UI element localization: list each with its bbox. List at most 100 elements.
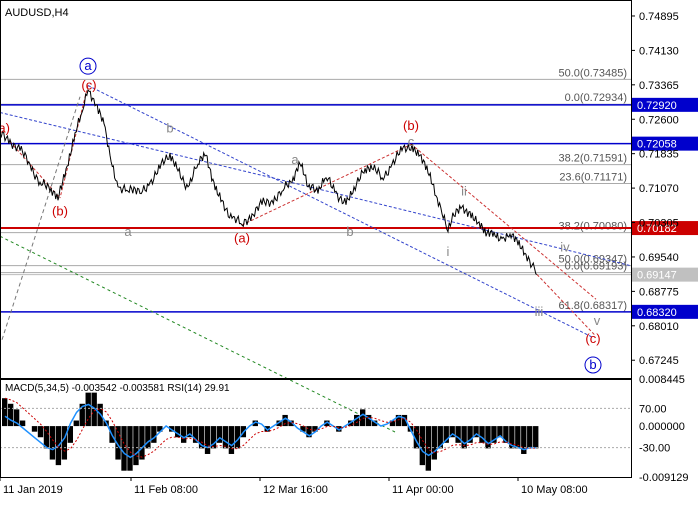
trend-blue-channel-upper [0,112,631,266]
y-tick-label: 0.69540 [639,252,679,264]
macd-bar [491,426,497,443]
macd-bar [192,426,199,443]
trend-green-trend [0,235,396,433]
macd-bar [455,426,461,443]
macd-bar [133,426,139,466]
price-tag-bg [632,267,698,282]
macd-bar [37,426,44,438]
wave-label: iii [535,304,544,319]
y-tick-label: 0.73365 [639,80,679,92]
wave-label: b [346,224,353,239]
rsi-tick-label: 70.00 [639,403,667,415]
macd-bar [288,420,294,427]
price-tag-text: 0.69147 [637,270,677,282]
y-tick-label: 0.68775 [639,286,679,298]
macd-bar [348,420,354,427]
x-tick-label: 12 Mar 16:00 [263,484,328,496]
macd-bar [425,426,432,471]
macd-bar [175,426,181,438]
macd-tick-label: -0.009129 [639,472,689,484]
price-tag-red-70182: 0.70182 [632,221,698,236]
y-tick-label: 0.74895 [639,11,679,23]
indicator-frame [0,379,632,478]
main-plot-frame [0,0,632,379]
macd-bar [360,409,366,427]
rsi-tick-label: -30.00 [639,443,670,455]
trend-blue-channel-lower [87,85,594,338]
price-tag-price-69147: 0.69147 [632,267,698,282]
y-tick-label: 0.70305 [639,218,679,230]
macd-bar [186,426,193,438]
macd-bar [169,426,175,432]
macd-bar [324,420,330,427]
macd-bar [2,398,8,427]
macd-bar [157,426,163,432]
macd-bar [216,426,223,443]
macd-bar [401,414,408,427]
macd-bar [79,403,85,427]
y-tick-label: 0.74130 [639,45,679,57]
macd-bar [413,426,420,449]
macd-bar [222,426,229,449]
wave-label: (c) [585,331,600,346]
wave-circle [79,57,97,75]
macd-bar [7,403,14,427]
wave-label: a [84,58,92,73]
price-tag-text: 0.68320 [637,307,677,319]
wave-label: (a) [234,231,250,246]
macd-bar [145,426,151,449]
price-tag-text: 0.70182 [637,223,677,235]
macd-bar [85,392,91,427]
macd-bar [67,426,74,443]
macd-bar [300,426,306,432]
price-tag-text: 0.72058 [637,139,677,151]
macd-tick-label: 0.008445 [639,374,685,386]
macd-bar [515,426,521,449]
price-tag-text: 0.72920 [637,100,677,112]
level-label-fib-61: 61.8(0.68317) [559,300,628,312]
macd-bar [13,409,20,427]
macd-bar [449,426,455,438]
macd-bar [312,426,318,432]
price-line [0,88,538,275]
trend-red-wave-a-b [241,143,413,226]
macd-bar [354,414,360,427]
macd-bar [521,426,527,454]
y-tick-label: 0.68010 [639,321,679,333]
wave-label: (b) [403,118,419,133]
macd-bar [91,392,97,427]
trend-red-projection-lower [536,274,596,336]
macd-bar [234,426,241,449]
price-tag-blue-68320: 0.68320 [632,304,698,319]
wave-label: i [447,244,450,259]
macd-bar [371,420,378,427]
price-tag-bg [632,97,698,112]
wave-label: b [589,357,596,372]
level-label-fib-38-upper: 38.2(0.71591) [559,153,628,165]
macd-bar [121,426,127,471]
macd-bar [365,414,372,427]
macd-bar [509,426,515,449]
price-tag-blue-72058: 0.72058 [632,136,698,151]
macd-bar [503,426,509,443]
y-tick-label: 0.67245 [639,355,679,367]
wave-label: v [594,313,601,328]
macd-bar [497,426,503,438]
macd-bar [198,426,205,449]
macd-bar [533,426,539,449]
x-tick-label: 11 Feb 08:00 [134,484,198,496]
macd-bar [461,426,467,449]
macd-bar [31,426,38,432]
y-tick-label: 0.72600 [639,114,679,126]
macd-bar [336,426,342,432]
level-label-fib-50: 50.0(0.73485) [559,67,628,79]
y-tick-label: 0.71070 [639,183,679,195]
macd-bar [467,426,473,443]
macd-bar [210,426,217,449]
level-label-fib-50-lower: 50.0(0.69347) [559,254,628,266]
wave-label: b [166,120,173,135]
indicator-title: MACD(5,34,5) -0.003542 -0.003581 RSI(14)… [5,383,230,394]
macd-bar [73,420,79,427]
wave-label: (c) [81,78,96,93]
